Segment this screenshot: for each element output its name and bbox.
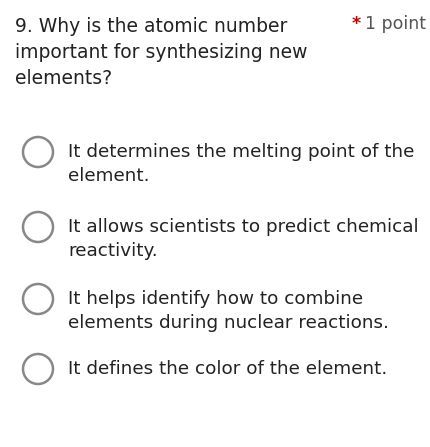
Text: It defines the color of the element.: It defines the color of the element. <box>68 360 386 378</box>
Text: 9. Why is the atomic number
important for synthesizing new
elements?: 9. Why is the atomic number important fo… <box>15 17 307 88</box>
Text: 1 point: 1 point <box>364 15 425 33</box>
Text: *: * <box>351 15 360 33</box>
Text: It determines the melting point of the
element.: It determines the melting point of the e… <box>68 143 413 185</box>
Text: It allows scientists to predict chemical
reactivity.: It allows scientists to predict chemical… <box>68 218 418 260</box>
Text: It helps identify how to combine
elements during nuclear reactions.: It helps identify how to combine element… <box>68 290 388 332</box>
